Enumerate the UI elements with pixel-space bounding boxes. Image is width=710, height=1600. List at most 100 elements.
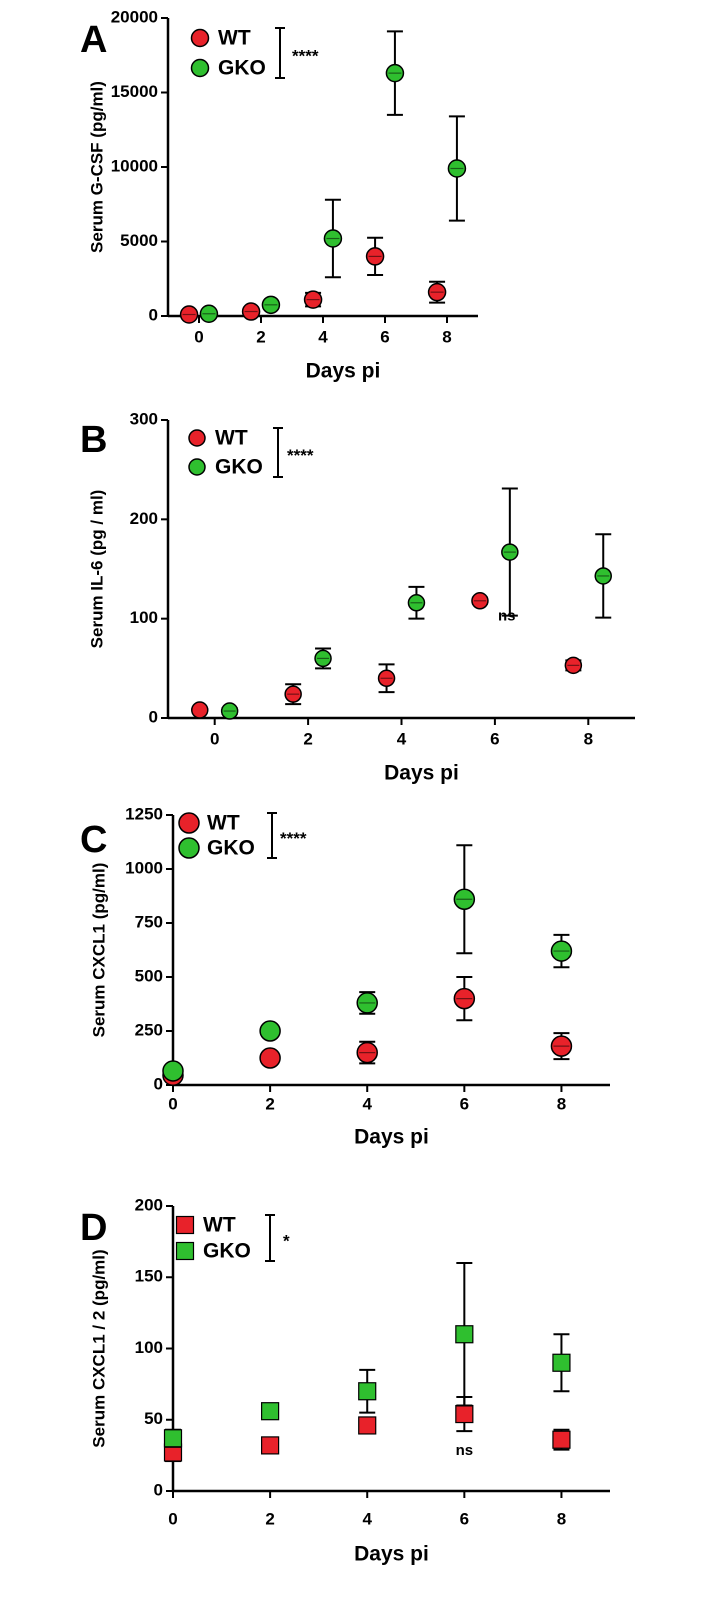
x-tick-label: 2 [265, 1509, 274, 1528]
x-axis-title: Days pi [354, 1543, 429, 1566]
data-point-gko [162, 1060, 184, 1082]
legend: WT GKO * [175, 1214, 290, 1263]
ns-annotation: ns [456, 1442, 474, 1459]
data-point-gko [358, 1382, 377, 1401]
legend-label-gko: GKO [215, 456, 263, 479]
y-tick-label: 200 [135, 1195, 163, 1214]
y-tick-label: 150 [135, 1267, 163, 1286]
series-gko [220, 487, 612, 720]
x-tick-label: 4 [397, 729, 407, 748]
y-tick-label: 250 [135, 1020, 163, 1039]
legend: WT GKO **** [188, 427, 314, 479]
legend-marker-wt [178, 812, 200, 834]
ns-annotation: ns [498, 608, 516, 625]
y-tick-label: 0 [149, 707, 158, 726]
x-tick-label: 6 [460, 1509, 469, 1528]
y-tick-label: 20000 [111, 7, 158, 26]
y-tick-label: 1000 [125, 858, 163, 877]
y-tick-label: 750 [135, 912, 163, 931]
y-tick-label: 100 [135, 1338, 163, 1357]
x-tick-label: 8 [557, 1094, 566, 1113]
y-tick-label: 300 [130, 409, 158, 428]
x-tick-label: 2 [256, 327, 265, 346]
data-point-gko [455, 1325, 474, 1344]
y-tick-label: 0 [154, 1074, 163, 1093]
panel-letter-d: D [80, 1207, 107, 1249]
legend-marker-gko [188, 458, 206, 476]
y-tick-label: 1250 [125, 804, 163, 823]
data-point-gko [552, 1353, 571, 1372]
legend-label-wt: WT [203, 1214, 236, 1237]
data-point-gko [261, 1402, 280, 1421]
legend-marker-wt [175, 1215, 195, 1235]
significance-label: **** [287, 446, 314, 465]
x-tick-label: 4 [318, 327, 328, 346]
y-tick-label: 0 [149, 305, 158, 324]
significance-label: * [283, 1231, 290, 1250]
y-tick-label: 0 [154, 1480, 163, 1499]
panel-letter-b: B [80, 419, 107, 461]
legend-marker-gko [178, 837, 200, 859]
legend-label-gko: GKO [203, 1240, 251, 1263]
series-wt [191, 592, 583, 719]
data-point-wt [191, 701, 209, 719]
y-axis-title: Serum IL-6 (pg / ml) [87, 490, 106, 649]
x-axis-title: Days pi [306, 360, 381, 383]
data-point-gko [163, 1429, 183, 1448]
panel-letter-c: C [80, 819, 107, 861]
panel-d: D 0 50 100 150 200 0 2 4 6 8 Days pi Serum CXCL1 / 2… [80, 1195, 610, 1566]
y-axis-title: Serum CXCL1 (pg/ml) [89, 863, 108, 1038]
x-tick-label: 4 [362, 1509, 372, 1528]
x-tick-label: 0 [194, 327, 203, 346]
y-tick-label: 50 [144, 1409, 163, 1428]
x-tick-label: 8 [584, 729, 593, 748]
x-axis-title: Days pi [354, 1126, 429, 1149]
significance-label: **** [280, 829, 307, 848]
x-tick-label: 0 [210, 729, 219, 748]
data-point-wt [455, 1404, 474, 1424]
legend-label-gko: GKO [207, 837, 255, 860]
x-tick-label: 2 [265, 1094, 274, 1113]
x-tick-label: 6 [460, 1094, 469, 1113]
data-point-wt [259, 1047, 281, 1069]
data-point-wt [552, 1430, 571, 1449]
x-tick-label: 8 [442, 327, 451, 346]
x-tick-label: 2 [303, 729, 312, 748]
legend-label-gko: GKO [218, 57, 266, 80]
legend-marker-wt [188, 429, 206, 447]
x-tick-label: 4 [362, 1094, 372, 1113]
legend-label-wt: WT [218, 27, 251, 50]
y-axis-title: Serum G-CSF (pg/ml) [87, 81, 106, 253]
x-axis-title: Days pi [384, 762, 459, 785]
x-tick-label: 0 [168, 1509, 177, 1528]
y-tick-label: 5000 [120, 231, 158, 250]
legend-marker-gko [190, 58, 210, 78]
panel-b: B 0 100 200 300 0 2 4 6 8 Days pi Serum IL-6 (pg / … [80, 409, 635, 785]
legend-label-wt: WT [215, 427, 248, 450]
legend-marker-gko [175, 1241, 195, 1261]
y-tick-label: 10000 [111, 156, 158, 175]
panel-a: A 0 5000 10000 15000 20000 0 2 4 6 8 Days pi Serum G… [80, 7, 478, 383]
data-point-wt [261, 1436, 280, 1455]
data-point-wt [358, 1416, 377, 1435]
panel-c: C 0 250 500 750 1000 1250 0 2 4 6 8 Days pi Serum CXC… [80, 804, 610, 1149]
y-tick-label: 200 [130, 509, 158, 528]
y-tick-label: 500 [135, 966, 163, 985]
significance-label: **** [292, 46, 319, 65]
series-gko [163, 1262, 571, 1448]
series-wt [179, 236, 447, 324]
y-axis-title: Serum CXCL1 / 2 (pg/ml) [89, 1249, 108, 1447]
panel-letter-a: A [80, 19, 107, 61]
legend-label-wt: WT [207, 812, 240, 835]
x-tick-label: 8 [557, 1509, 566, 1528]
x-tick-label: 6 [490, 729, 499, 748]
y-tick-label: 100 [130, 608, 158, 627]
legend: WT GKO **** [190, 27, 319, 80]
series-gko [199, 30, 467, 324]
x-tick-label: 0 [168, 1094, 177, 1113]
data-point-gko [259, 1020, 281, 1042]
y-tick-label: 15000 [111, 82, 158, 101]
x-tick-label: 6 [380, 327, 389, 346]
